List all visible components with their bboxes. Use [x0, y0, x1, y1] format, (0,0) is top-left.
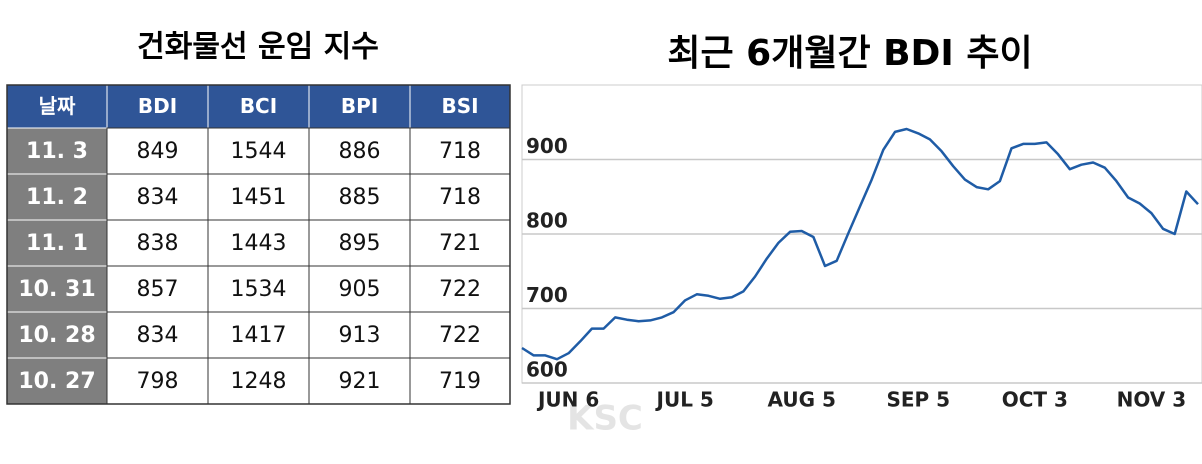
y-tick-label: 600	[526, 358, 568, 382]
value-text: 838	[137, 231, 179, 256]
header-text: BCI	[240, 94, 277, 118]
header-text: BPI	[341, 94, 378, 118]
value-text: 722	[439, 277, 481, 302]
table-border	[6, 84, 511, 405]
value-text: 1451	[231, 185, 287, 210]
date-text: 10. 31	[18, 277, 95, 302]
value-cell	[409, 219, 511, 267]
value-text: 834	[137, 185, 179, 210]
value-text: 1443	[231, 231, 287, 256]
x-tick-label: JUL 5	[655, 388, 714, 412]
value-text: 905	[339, 277, 381, 302]
header-text: BSI	[441, 94, 478, 118]
date-text: 11. 1	[26, 231, 88, 256]
value-text: 1544	[231, 139, 287, 164]
value-text: 921	[339, 369, 381, 394]
x-tick-label: AUG 5	[768, 388, 836, 412]
value-cell	[308, 219, 411, 267]
x-tick-label: JUN 6	[536, 388, 599, 412]
value-cell	[207, 219, 310, 267]
header-cell	[409, 84, 511, 129]
value-cell	[106, 311, 209, 359]
value-cell	[106, 357, 209, 405]
value-text: 721	[439, 231, 481, 256]
value-cell	[308, 357, 411, 405]
header-cell	[308, 84, 411, 129]
value-text: 834	[137, 323, 179, 348]
value-cell	[106, 265, 209, 313]
value-text: 886	[339, 139, 381, 164]
date-text: 11. 3	[26, 139, 88, 164]
value-cell	[409, 127, 511, 175]
value-text: 895	[339, 231, 381, 256]
value-text: 885	[339, 185, 381, 210]
value-cell	[207, 311, 310, 359]
value-cell	[308, 265, 411, 313]
value-text: 798	[137, 369, 179, 394]
value-cell	[308, 311, 411, 359]
y-tick-label: 700	[526, 283, 568, 307]
bdi-line	[521, 127, 1199, 361]
y-tick-label: 900	[526, 134, 568, 158]
header-text: BDI	[138, 94, 177, 118]
y-tick-label: 800	[526, 209, 568, 233]
x-tick-label: NOV 3	[1117, 388, 1187, 412]
date-text: 10. 28	[18, 323, 95, 348]
value-text: 1417	[231, 323, 287, 348]
value-text: 857	[137, 277, 179, 302]
value-cell	[106, 173, 209, 221]
chart-title: 최근 6개월간 BDI 추이	[667, 33, 1032, 74]
value-text: 1248	[231, 369, 287, 394]
table-title: 건화물선 운임 지수	[137, 30, 379, 65]
value-text: 849	[137, 139, 179, 164]
value-cell	[409, 357, 511, 405]
date-cell	[6, 357, 108, 405]
value-cell	[308, 173, 411, 221]
value-text: 1534	[231, 277, 287, 302]
value-cell	[409, 265, 511, 313]
value-text: 718	[439, 185, 481, 210]
watermark: KSC	[567, 399, 643, 439]
date-cell	[6, 311, 108, 359]
date-text: 10. 27	[18, 369, 95, 394]
value-text: 719	[439, 369, 481, 394]
x-tick-label: OCT 3	[1002, 388, 1068, 412]
date-text: 11. 2	[26, 185, 88, 210]
value-text: 913	[339, 323, 381, 348]
header-text: 날짜	[39, 94, 76, 118]
header-cell	[6, 84, 108, 129]
value-cell	[308, 127, 411, 175]
x-tick-label: SEP 5	[886, 388, 950, 412]
value-text: 722	[439, 323, 481, 348]
value-text: 718	[439, 139, 481, 164]
